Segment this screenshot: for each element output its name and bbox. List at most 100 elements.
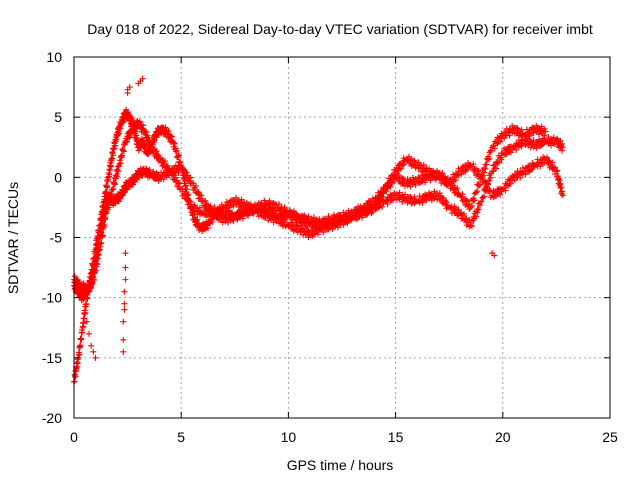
chart-title: Day 018 of 2022, Sidereal Day-to-day VTE…	[87, 21, 593, 37]
data-point	[427, 177, 434, 184]
data-point	[302, 214, 309, 221]
data-point	[506, 132, 513, 139]
data-point	[460, 167, 467, 174]
data-point	[293, 210, 300, 217]
data-point	[120, 147, 127, 154]
data-point	[385, 183, 392, 190]
data-point	[132, 126, 139, 133]
data-point	[518, 126, 525, 133]
data-point	[387, 184, 394, 191]
y-tick-label: -20	[42, 410, 62, 426]
data-point	[473, 189, 479, 196]
data-point	[122, 276, 129, 283]
data-point	[387, 197, 394, 204]
data-point	[552, 164, 559, 171]
data-point	[518, 133, 525, 140]
y-tick-label: -10	[42, 290, 62, 306]
data-point	[368, 210, 375, 217]
data-point	[164, 162, 171, 169]
data-point	[479, 194, 486, 201]
data-point	[174, 177, 181, 184]
data-point	[550, 165, 557, 172]
data-point	[400, 161, 407, 168]
x-tick-label: 5	[177, 429, 185, 445]
data-point	[541, 155, 548, 162]
data-point	[308, 222, 315, 229]
data-point	[219, 213, 226, 220]
data-point	[410, 174, 417, 181]
data-point	[462, 202, 469, 209]
data-point	[501, 135, 508, 142]
data-point	[91, 277, 98, 284]
data-point	[160, 176, 167, 183]
data-point	[200, 211, 207, 218]
data-point	[483, 161, 490, 168]
data-point	[245, 212, 252, 219]
data-point	[290, 214, 297, 221]
data-point	[325, 219, 332, 226]
data-point	[126, 84, 133, 91]
data-point	[481, 165, 488, 172]
data-point	[470, 161, 477, 168]
data-point	[412, 182, 419, 189]
data-point	[428, 173, 435, 180]
data-point	[494, 134, 501, 141]
data-point	[121, 306, 128, 313]
data-point	[206, 210, 213, 217]
y-tick-label: -5	[50, 230, 63, 246]
data-point	[101, 215, 108, 222]
data-point	[116, 130, 123, 137]
y-tick-label: 5	[54, 109, 62, 125]
data-point	[458, 171, 465, 178]
data-point	[195, 189, 202, 196]
data-point	[485, 181, 492, 188]
data-point	[411, 193, 418, 200]
data-point	[348, 214, 355, 221]
data-point	[259, 210, 266, 217]
data-point	[209, 212, 216, 219]
data-point	[477, 175, 484, 182]
data-point	[156, 156, 163, 163]
data-point	[121, 288, 128, 295]
data-point	[451, 203, 458, 210]
data-point	[473, 213, 479, 220]
data-point	[383, 188, 390, 195]
data-point	[454, 185, 461, 192]
data-point	[149, 141, 156, 148]
data-point	[273, 201, 280, 208]
data-point	[270, 219, 277, 226]
data-point	[124, 138, 131, 145]
data-point	[373, 203, 380, 210]
data-point	[95, 251, 102, 258]
data-point	[522, 136, 529, 143]
data-point	[513, 146, 520, 153]
data-point	[559, 140, 566, 147]
data-point	[175, 180, 182, 187]
data-point	[474, 188, 481, 195]
data-point	[443, 199, 450, 206]
data-point	[422, 179, 429, 186]
data-point	[527, 137, 534, 144]
data-point	[481, 193, 488, 200]
data-point	[107, 162, 114, 169]
data-point	[559, 144, 566, 151]
data-point	[423, 192, 430, 199]
x-axis-label: GPS time / hours	[287, 457, 394, 473]
data-point	[389, 179, 396, 186]
data-point	[557, 184, 564, 191]
data-point	[99, 233, 106, 240]
data-point	[126, 134, 133, 141]
data-point	[82, 309, 89, 316]
data-point	[475, 181, 482, 188]
data-point	[83, 300, 90, 307]
data-point	[314, 231, 321, 238]
data-point	[521, 132, 528, 139]
data-point	[284, 213, 291, 220]
data-point	[179, 186, 186, 193]
data-point	[194, 216, 201, 223]
data-point	[173, 147, 180, 154]
data-point	[559, 192, 566, 199]
data-point	[320, 221, 327, 228]
data-point	[120, 348, 127, 355]
data-point	[219, 219, 226, 226]
